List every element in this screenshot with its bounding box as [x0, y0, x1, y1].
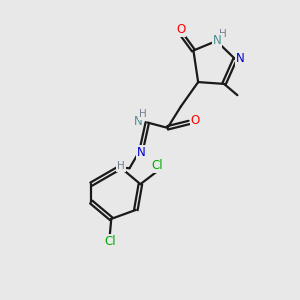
- Text: N: N: [213, 34, 221, 47]
- Text: H: H: [117, 161, 125, 171]
- Text: N: N: [134, 116, 142, 128]
- Text: Cl: Cl: [152, 159, 164, 172]
- Text: N: N: [236, 52, 245, 65]
- Text: N: N: [137, 146, 146, 159]
- Text: H: H: [219, 29, 227, 39]
- Text: Cl: Cl: [104, 235, 116, 248]
- Text: O: O: [176, 23, 185, 36]
- Text: H: H: [139, 109, 147, 119]
- Text: O: O: [191, 114, 200, 127]
